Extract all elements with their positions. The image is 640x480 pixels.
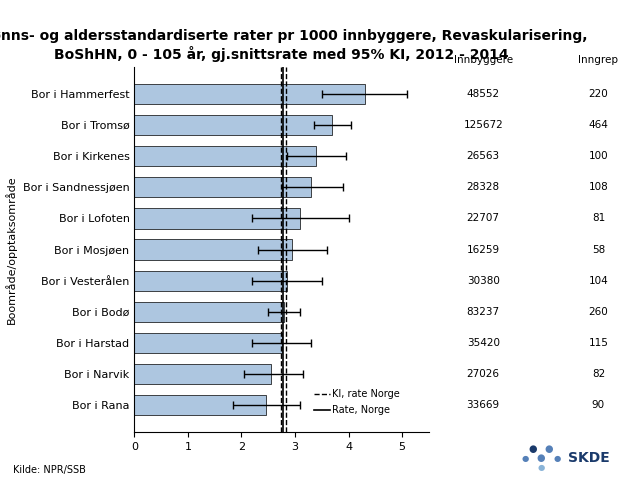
Text: 82: 82 [592, 369, 605, 379]
Bar [134, 84, 365, 104]
Text: 115: 115 [588, 338, 609, 348]
Text: 83237: 83237 [467, 307, 500, 317]
Text: 104: 104 [589, 276, 608, 286]
Bar [134, 333, 282, 353]
Y-axis label: Boområde/opptaksområde: Boområde/opptaksområde [5, 175, 17, 324]
Bar [134, 177, 311, 197]
Bar [134, 115, 332, 135]
Title: Kjønns- og aldersstandardiserte rater pr 1000 innbyggere, Revaskularisering,
BoS: Kjønns- og aldersstandardiserte rater pr… [0, 29, 588, 62]
Text: 48552: 48552 [467, 89, 500, 99]
Bar [134, 302, 284, 322]
Text: KI, rate Norge: KI, rate Norge [332, 389, 400, 399]
Text: 28328: 28328 [467, 182, 500, 192]
Text: ●: ● [529, 444, 538, 454]
Text: 30380: 30380 [467, 276, 500, 286]
Text: Rate, Norge: Rate, Norge [332, 405, 390, 415]
Bar [134, 395, 266, 415]
Text: 260: 260 [589, 307, 608, 317]
Text: 58: 58 [592, 245, 605, 254]
Text: 125672: 125672 [463, 120, 503, 130]
Text: 26563: 26563 [467, 151, 500, 161]
Text: Inngrep: Inngrep [579, 55, 618, 65]
Text: ●: ● [537, 463, 545, 471]
Text: 27026: 27026 [467, 369, 500, 379]
Text: 90: 90 [592, 400, 605, 410]
Bar [134, 271, 287, 291]
Text: 22707: 22707 [467, 214, 500, 224]
Text: 220: 220 [589, 89, 608, 99]
Text: Kilde: NPR/SSB: Kilde: NPR/SSB [13, 465, 86, 475]
Text: SKDE: SKDE [568, 451, 609, 466]
Bar [134, 364, 271, 384]
Text: 100: 100 [589, 151, 608, 161]
Text: 35420: 35420 [467, 338, 500, 348]
Text: 81: 81 [592, 214, 605, 224]
Text: ●: ● [553, 454, 561, 463]
Text: ●: ● [521, 454, 529, 463]
Text: 464: 464 [588, 120, 609, 130]
Text: ●: ● [536, 454, 545, 463]
Text: 16259: 16259 [467, 245, 500, 254]
Text: ●: ● [544, 444, 553, 454]
Text: 108: 108 [589, 182, 608, 192]
Text: 33669: 33669 [467, 400, 500, 410]
Bar [134, 208, 300, 228]
Bar [134, 240, 292, 260]
Bar [134, 146, 316, 166]
Text: Innbyggere: Innbyggere [454, 55, 513, 65]
